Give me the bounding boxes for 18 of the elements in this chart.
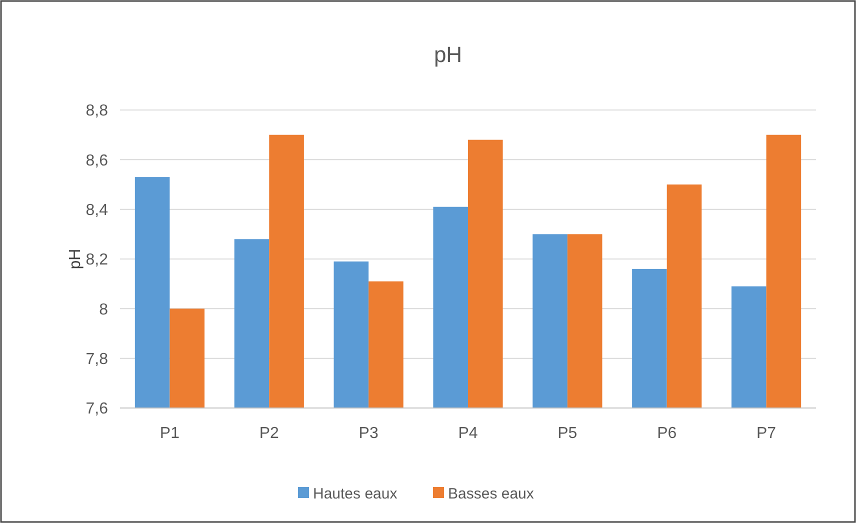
x-tick-label: P2 xyxy=(259,425,280,442)
y-tick-label: 8,4 xyxy=(86,202,108,219)
x-tick-label: P3 xyxy=(358,425,378,442)
y-tick-label: 7,8 xyxy=(86,350,108,368)
x-tick-label: P5 xyxy=(558,425,578,442)
x-tick-label: P6 xyxy=(657,425,677,442)
x-tick-label: P7 xyxy=(756,425,776,442)
y-tick-label: 8,8 xyxy=(86,102,108,120)
y-tick-label: 8,6 xyxy=(86,152,108,170)
x-tick-label: P4 xyxy=(458,425,478,442)
y-tick-label: 8,2 xyxy=(86,252,108,269)
y-tick-label: 8 xyxy=(99,301,108,318)
legend-label: Hautes eaux xyxy=(313,485,398,502)
chart-title: pH xyxy=(434,42,462,67)
y-axis-title: pH xyxy=(67,248,84,270)
legend-label: Basses eaux xyxy=(448,485,534,502)
y-tick-label: 7,6 xyxy=(86,400,108,418)
x-tick-label: P1 xyxy=(160,425,180,442)
